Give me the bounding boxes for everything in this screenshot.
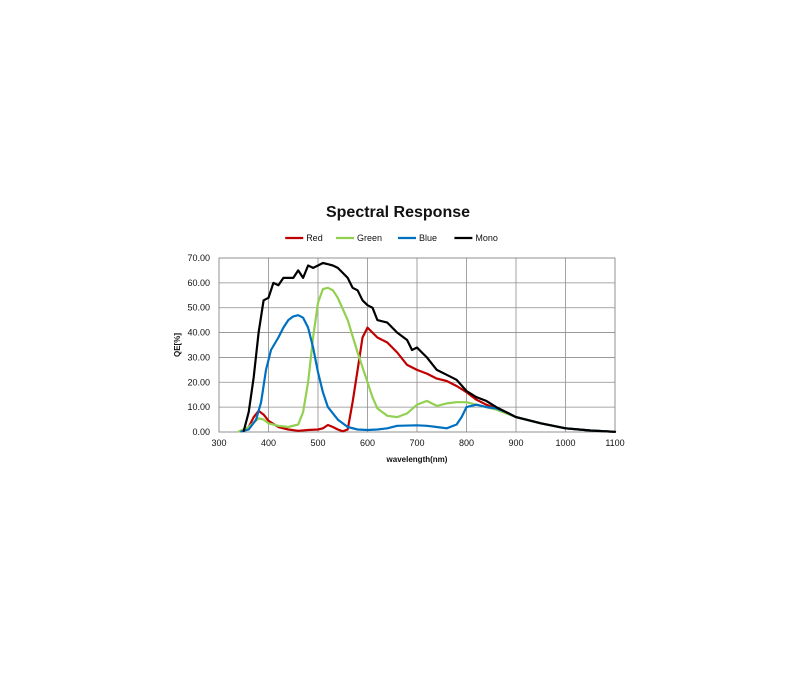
x-axis-label: wavelength(nm) (386, 455, 448, 464)
x-tick-label: 500 (310, 438, 325, 448)
y-tick-label: 50.00 (187, 303, 210, 313)
y-axis-ticks: 0.00 10.00 20.00 30.00 40.00 50.00 60.00 70.00 (187, 253, 210, 437)
series-line-red (240, 326, 617, 433)
x-tick-label: 1000 (555, 438, 575, 448)
x-tick-label: 1100 (605, 438, 624, 448)
y-tick-label: 10.00 (187, 402, 210, 412)
x-axis-ticks: 300 400 500 600 700 800 900 1000 1100 (211, 438, 624, 448)
legend-item-mono: Mono (454, 233, 498, 243)
y-tick-label: 0.00 (192, 427, 210, 437)
legend-item-blue: Blue (398, 233, 437, 243)
y-tick-label: 40.00 (187, 328, 210, 338)
x-tick-label: 400 (261, 438, 276, 448)
x-tick-label: 600 (360, 438, 375, 448)
series-line-blue (240, 314, 617, 433)
x-tick-label: 300 (211, 438, 226, 448)
series-line-green (237, 286, 617, 433)
series-line-mono (242, 261, 617, 433)
x-tick-label: 700 (409, 438, 424, 448)
y-tick-label: 70.00 (187, 253, 210, 263)
legend-item-red: Red (285, 233, 323, 243)
legend-label: Blue (419, 233, 437, 243)
y-tick-label: 60.00 (187, 278, 210, 288)
y-tick-label: 20.00 (187, 377, 210, 387)
chart-series (237, 261, 617, 433)
legend-label: Red (306, 233, 323, 243)
legend-item-green: Green (336, 233, 382, 243)
y-tick-label: 30.00 (187, 352, 210, 362)
legend-label: Green (357, 233, 382, 243)
chart-grid (218, 257, 616, 433)
chart-legend: Red Green Blue Mono (285, 233, 498, 243)
legend-label: Mono (475, 233, 498, 243)
chart-title: Spectral Response (326, 204, 470, 221)
x-tick-label: 800 (459, 438, 474, 448)
y-axis-label: QE[%] (173, 333, 182, 357)
x-tick-label: 900 (508, 438, 523, 448)
